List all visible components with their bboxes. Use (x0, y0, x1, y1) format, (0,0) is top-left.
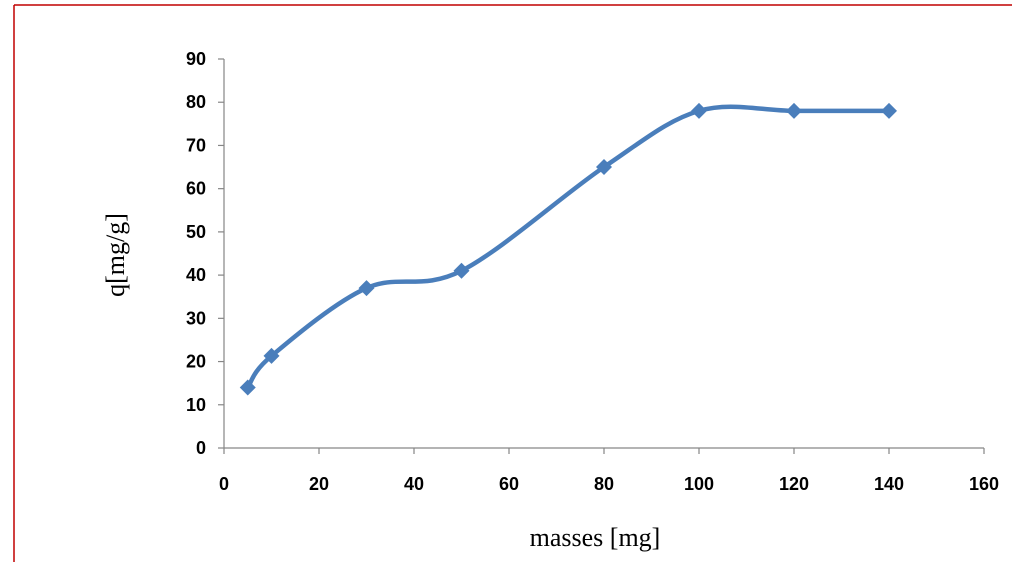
y-tick-label: 30 (186, 308, 206, 328)
data-point (881, 102, 897, 119)
data-point (691, 102, 707, 119)
data-point (596, 159, 612, 176)
series-line (245, 104, 892, 390)
y-tick-label: 20 (186, 352, 206, 372)
x-tick-label: 120 (779, 474, 809, 494)
data-point (358, 280, 375, 297)
y-tick-labels: 0 10 20 30 40 50 60 70 80 90 (186, 49, 206, 458)
chart-frame (13, 4, 1012, 562)
data-point (453, 262, 470, 279)
x-tick-label: 0 (219, 474, 229, 494)
y-tick-label: 40 (186, 265, 206, 285)
y-tick-label: 80 (186, 92, 206, 112)
y-tick-label: 60 (186, 179, 206, 199)
data-point (786, 102, 802, 119)
x-tick-label: 160 (969, 474, 999, 494)
y-tick-label: 50 (186, 222, 206, 242)
x-tick-label: 40 (404, 474, 424, 494)
y-tick-label: 70 (186, 135, 206, 155)
data-markers (239, 102, 897, 396)
y-tick-label: 10 (186, 395, 206, 415)
y-tick-label: 0 (196, 438, 206, 458)
x-tick-labels: 0 20 40 60 80 100 120 140 160 (219, 474, 999, 494)
x-tick-label: 140 (874, 474, 904, 494)
y-tick-label: 90 (186, 49, 206, 69)
x-tick-label: 100 (684, 474, 714, 494)
data-point (263, 347, 280, 364)
axes (218, 58, 985, 454)
x-tick-label: 60 (499, 474, 519, 494)
x-tick-label: 80 (594, 474, 614, 494)
x-tick-label: 20 (309, 474, 329, 494)
data-point (239, 379, 256, 396)
x-axis-title: masses [mg] (530, 523, 661, 552)
y-axis-title: q[mg/g] (101, 213, 130, 297)
